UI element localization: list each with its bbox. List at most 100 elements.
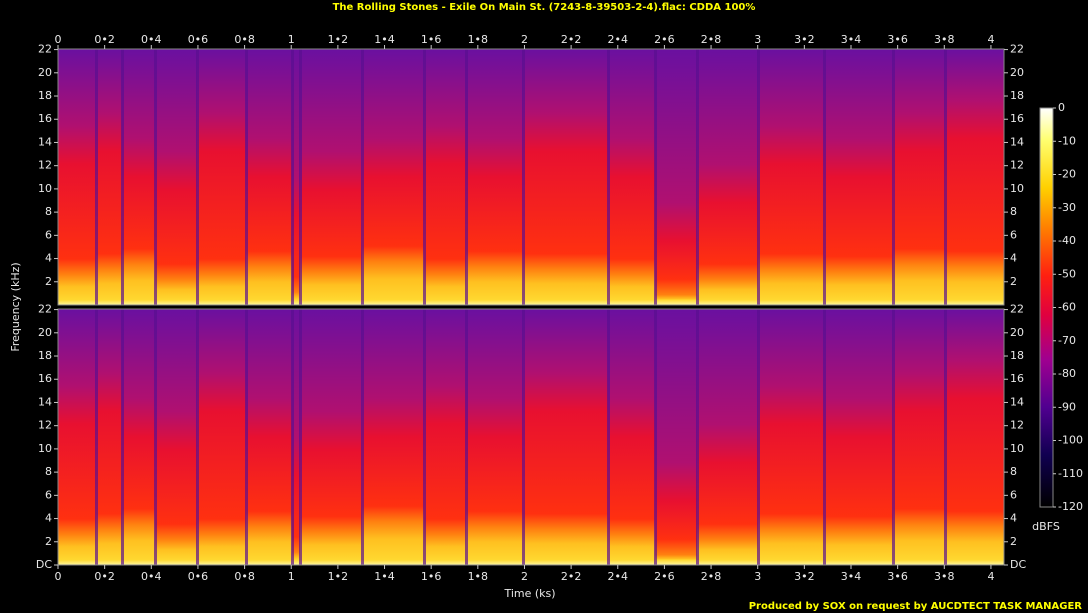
y-tick-label: 8 — [45, 465, 52, 478]
track-gap — [154, 309, 157, 565]
x-tick-label: 3•2 — [794, 570, 815, 583]
x-tick-label: 2 — [521, 570, 528, 583]
colorbar-tick-label: 0 — [1058, 101, 1065, 114]
spectrogram-band — [300, 49, 362, 305]
spectrogram-band — [362, 49, 424, 305]
colorbar-tick-label: -20 — [1058, 168, 1076, 181]
track-gap — [245, 49, 248, 305]
x-tick-label: 1•2 — [328, 570, 349, 583]
y-tick-label: 18 — [1010, 349, 1024, 362]
y-tick-label: 14 — [1010, 135, 1024, 148]
y-tick-label: 16 — [38, 372, 52, 385]
spectrogram-band — [96, 309, 122, 565]
spectrogram-band — [96, 49, 122, 305]
spectrogram-band — [758, 49, 824, 305]
plot-frame — [57, 308, 1005, 566]
colorbar-tick-label: -120 — [1058, 500, 1083, 513]
y-tick-label: 4 — [1010, 252, 1017, 265]
y-tick-label: 18 — [38, 89, 52, 102]
x-tick-label: 2•6 — [654, 33, 675, 46]
track-gap — [757, 309, 760, 565]
x-tick-label: 0 — [55, 570, 62, 583]
spectrogram-band — [608, 49, 655, 305]
x-tick-label: 3•8 — [934, 33, 955, 46]
spectrogram-band — [945, 309, 1004, 565]
spectrogram-band — [697, 309, 758, 565]
spectrogram-band — [155, 309, 197, 565]
x-tick-label: 3•4 — [841, 33, 862, 46]
colorbar-tick-label: -50 — [1058, 267, 1076, 280]
track-gap — [95, 49, 98, 305]
y-tick-label: 20 — [38, 66, 52, 79]
y-tick-label: 10 — [38, 182, 52, 195]
track-gap — [823, 49, 826, 305]
spectrogram-band — [655, 309, 697, 565]
x-tick-label: 0•8 — [234, 33, 255, 46]
colorbar-tick-label: -110 — [1058, 467, 1083, 480]
colorbar-tick-label: -70 — [1058, 334, 1076, 347]
spectrogram-band — [58, 309, 96, 565]
track-gap — [607, 309, 610, 565]
track-gap — [95, 309, 98, 565]
x-tick-label: 2 — [521, 33, 528, 46]
spectrogram-band — [655, 49, 697, 305]
track-gap — [522, 49, 525, 305]
track-gap — [465, 309, 468, 565]
colorbar-tick-label: -10 — [1058, 134, 1076, 147]
x-tick-label: 1•6 — [421, 33, 442, 46]
track-gap — [361, 309, 364, 565]
spectrogram-band — [58, 49, 96, 305]
spectrogram-band — [608, 309, 655, 565]
colorbar-label: dBFS — [1032, 520, 1060, 533]
y-tick-label: 12 — [38, 159, 52, 172]
y-tick-label: 6 — [1010, 488, 1017, 501]
x-tick-label: 2•6 — [654, 570, 675, 583]
spectrogram-band — [893, 309, 945, 565]
track-gap — [245, 309, 248, 565]
footer: Produced by SOX on request by AUCDTECT T… — [749, 601, 1083, 612]
track-gap — [121, 49, 124, 305]
track-gap — [823, 309, 826, 565]
y-tick-label: 10 — [38, 442, 52, 455]
y-tick-label: 16 — [38, 112, 52, 125]
spectrogram-band — [362, 309, 424, 565]
x-tick-label: 0 — [55, 33, 62, 46]
spectrogram-band — [697, 49, 758, 305]
y-tick-label: 12 — [1010, 419, 1024, 432]
y-tick-label: DC — [1010, 558, 1026, 571]
track-gap — [361, 49, 364, 305]
y-tick-label: 2 — [1010, 535, 1017, 548]
y-tick-label: 8 — [1010, 465, 1017, 478]
track-gap — [291, 49, 294, 305]
spectrogram-band — [292, 49, 300, 305]
y-tick-label: 2 — [45, 275, 52, 288]
track-gap — [121, 309, 124, 565]
track-gap — [299, 309, 302, 565]
spectrogram-band — [424, 49, 466, 305]
y-tick-label: 10 — [1010, 182, 1024, 195]
track-gap — [696, 49, 699, 305]
x-tick-label: 3 — [754, 570, 761, 583]
colorbar-tick-label: -100 — [1058, 434, 1083, 447]
y-tick-label: 14 — [1010, 395, 1024, 408]
track-gap — [892, 309, 895, 565]
x-tick-label: 4 — [987, 33, 994, 46]
track-gap — [654, 49, 657, 305]
y-tick-label: 12 — [1010, 159, 1024, 172]
x-tick-label: 1•4 — [374, 570, 395, 583]
x-tick-label: 3•6 — [887, 570, 908, 583]
spectrogram-band — [466, 49, 523, 305]
colorbar-tick-label: -30 — [1058, 201, 1076, 214]
track-gap — [522, 309, 525, 565]
y-tick-label: 6 — [1010, 228, 1017, 241]
x-tick-label: 2•4 — [608, 570, 629, 583]
x-tick-label: 0•8 — [234, 570, 255, 583]
x-tick-label: 0•6 — [188, 33, 209, 46]
y-tick-label: 16 — [1010, 112, 1024, 125]
colorbar — [1039, 107, 1054, 508]
spectrogram-band — [292, 309, 300, 565]
spectrogram-band — [466, 309, 523, 565]
track-gap — [892, 49, 895, 305]
track-gap — [757, 49, 760, 305]
